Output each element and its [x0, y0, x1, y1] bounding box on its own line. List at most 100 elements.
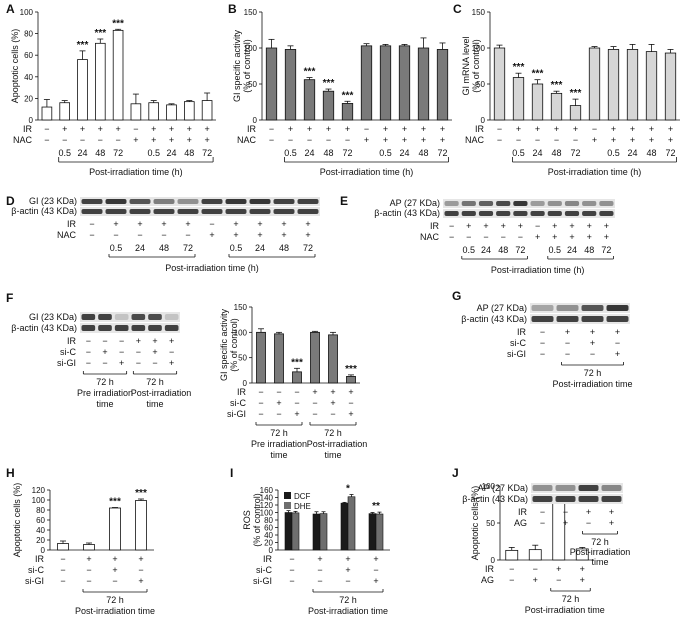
panel-I-legend-label: DCF	[294, 492, 311, 501]
panel-B-row-sign: +	[421, 124, 426, 134]
panel-letter-E: E	[340, 194, 348, 208]
blot-D-band	[105, 209, 127, 214]
panel-A-xlabel: Post-irradiation time (h)	[89, 167, 183, 177]
panel-F-bar	[346, 376, 356, 384]
panel-A-row-sign: +	[204, 124, 209, 134]
panel-A-time-label: 48	[95, 148, 105, 158]
blot-F-row-sign: −	[86, 347, 91, 357]
blot-J-row-sign: −	[540, 518, 545, 528]
blot-E-row-sign: −	[466, 232, 471, 242]
panel-A-row-label: NAC	[13, 135, 33, 145]
panel-C-ytick-label: 50	[476, 80, 485, 89]
panel-H-ytick-label: 100	[32, 496, 46, 505]
panel-A-bar	[184, 101, 195, 121]
blot-G-row-sign: −	[540, 338, 545, 348]
blot-E-time-label: 0.5	[463, 245, 476, 255]
panel-letter-F: F	[6, 291, 13, 305]
blot-D-row-sign: +	[233, 230, 238, 240]
blot-E-xlabel: Post-irradiation time (h)	[491, 265, 585, 275]
blot-F-group-label: time	[146, 399, 163, 409]
panel-F-row-sign: −	[276, 409, 281, 419]
blot-D-row-sign: +	[257, 219, 262, 229]
blot-E-band	[478, 201, 494, 206]
blot-E-row-label: IR	[430, 221, 440, 231]
blot-D-band	[105, 199, 127, 204]
panel-J-group-label: 72 h	[562, 594, 580, 604]
blot-D-row-sign: +	[113, 219, 118, 229]
blot-D-row-sign: +	[233, 219, 238, 229]
panel-A-row-sign: −	[133, 124, 138, 134]
blot-D-time-label: 72	[303, 243, 313, 253]
panel-C-ytick-label: 100	[472, 44, 486, 53]
panel-A-row-sign: +	[151, 124, 156, 134]
blot-G-band-label: AP (27 KDa)	[477, 303, 527, 313]
panel-F-group-label: Post-irradiation	[307, 439, 368, 449]
panel-A-row-sign: −	[62, 135, 67, 145]
blot-D-row-label: IR	[67, 219, 77, 229]
panel-I-row-sign: −	[289, 576, 294, 586]
panel-H-group-label: Post-irradiation time	[75, 606, 155, 616]
blot-E-band	[582, 201, 597, 206]
panel-A-row-sign: +	[204, 135, 209, 145]
panel-F-row-sign: +	[294, 409, 299, 419]
panel-I-bar	[291, 512, 300, 551]
panel-B-row-sign: −	[269, 135, 274, 145]
blot-J-row-sign: +	[586, 507, 591, 517]
panel-A-row-label: IR	[23, 124, 33, 134]
blot-G-row-sign: +	[590, 338, 595, 348]
blot-F-band	[148, 325, 162, 331]
blot-F-row-sign: +	[152, 336, 157, 346]
blot-F-row-sign: −	[102, 336, 107, 346]
blot-E-row-sign: +	[587, 232, 592, 242]
panel-H-row-sign: +	[138, 576, 143, 586]
blot-G-strip	[530, 303, 630, 313]
blot-J-group-label: 72 h	[591, 537, 609, 547]
panel-C-row-sign: +	[668, 124, 673, 134]
blot-E-time-label: 48	[584, 245, 594, 255]
blot-D-time-label: 0.5	[230, 243, 243, 253]
panel-A-row-sign: +	[80, 124, 85, 134]
blot-D-time-label: 0.5	[110, 243, 123, 253]
panel-C-significance: ***	[513, 62, 525, 73]
blot-E-band	[582, 211, 597, 216]
panel-A-bar	[201, 100, 213, 121]
panel-F-ylabel: (% of control)	[229, 318, 239, 372]
blot-J-row-sign: −	[540, 507, 545, 517]
panel-F-ytick-label: 150	[234, 303, 248, 312]
panel-B-bar	[265, 47, 278, 121]
blot-E-row-sign: +	[569, 232, 574, 242]
blot-E-band	[599, 211, 614, 216]
panel-I-ylabel: (% of control)	[252, 493, 262, 547]
panel-I-legend-swatch	[284, 502, 291, 509]
panel-I-significance: *	[346, 484, 350, 495]
panel-I-ytick-label: 140	[260, 494, 274, 503]
panel-B-time-label: 72	[437, 148, 447, 158]
blot-G-band	[606, 305, 629, 311]
panel-letter-J: J	[452, 466, 459, 480]
panel-H-bar	[109, 507, 121, 551]
panel-F-ytick-label: 50	[238, 354, 247, 363]
blot-E-row-sign: +	[518, 221, 523, 231]
panel-I-legend-swatch	[284, 492, 291, 499]
panel-A-row-sign: −	[115, 135, 120, 145]
panel-H-ytick-label: 80	[36, 506, 45, 515]
panel-B-bar	[379, 45, 392, 121]
panel-letter-B: B	[228, 2, 237, 16]
panel-J-row-sign: −	[556, 575, 561, 585]
blot-E-row-sign: +	[552, 232, 557, 242]
panel-F-row-sign: +	[348, 387, 353, 397]
blot-E-row-sign: −	[535, 221, 540, 231]
panel-B-time-label: 0.5	[379, 148, 392, 158]
blot-E-band	[547, 201, 562, 206]
panel-F-bar	[292, 371, 302, 384]
panel-C-xlabel: Post-irradiation time (h)	[548, 167, 642, 177]
panel-B-significance: ***	[342, 90, 354, 101]
panel-B-ylabel: GI specific activity	[232, 29, 242, 102]
panel-B-row-label: IR	[247, 124, 257, 134]
panel-A-row-sign: +	[169, 135, 174, 145]
panel-F-row-sign: −	[312, 409, 317, 419]
blot-G-band	[556, 305, 579, 311]
panel-A-bar	[41, 106, 53, 121]
panel-B-row-sign: −	[345, 135, 350, 145]
blot-G-row-label: si-C	[510, 338, 526, 348]
